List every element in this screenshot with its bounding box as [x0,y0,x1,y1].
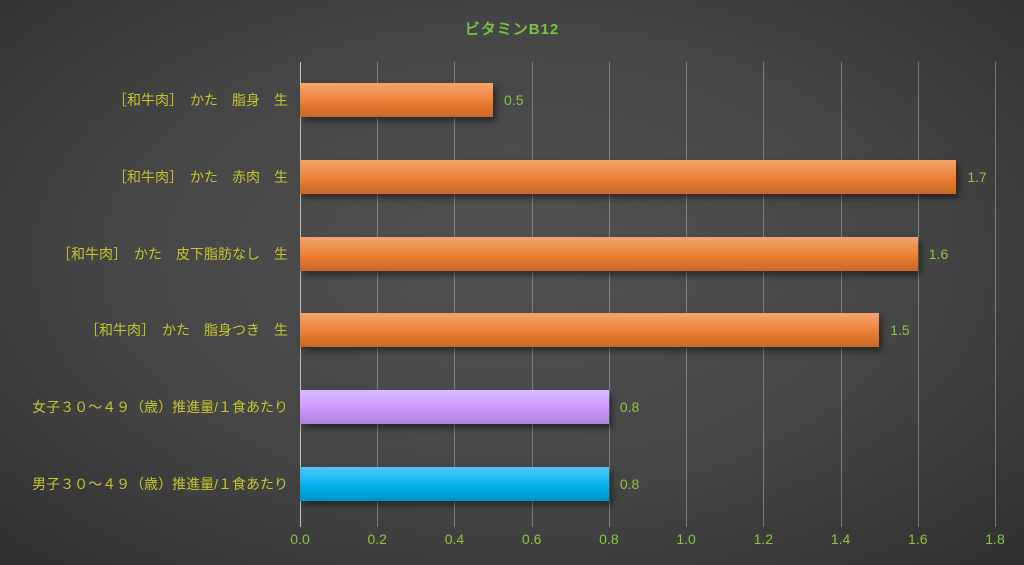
bar [300,313,880,348]
value-label: 1.5 [890,322,910,339]
x-tick-label: 1.2 [753,531,774,547]
bar [300,389,609,424]
chart-title: ビタミンB12 [464,21,560,38]
category-axis: ［和牛肉］ かた 脂身 生 ［和牛肉］ かた 赤肉 生 ［和牛肉］ かた 皮下脂肪な… [0,62,288,522]
bar-row: 0.8 [300,445,995,522]
bar [300,466,609,501]
bar-row: 0.8 [300,369,995,446]
gridline [454,62,456,527]
gridline [531,62,533,527]
category-label: ［和牛肉］ かた 赤肉 生 [113,169,288,185]
x-tick-label: 0.8 [599,531,619,547]
bar [300,236,918,271]
category-label: 女子３０～４９（歳）推進量/１食あたり [32,399,288,416]
tick-mark [608,522,610,527]
gridline [917,62,919,527]
gridline [840,62,842,527]
x-tick-label: 1.8 [985,531,1005,547]
bar-row: 1.5 [300,292,995,369]
y-axis-line [300,62,301,527]
x-tick-label: 0.6 [521,531,542,547]
tick-mark [686,522,688,527]
bar-row: 0.5 [300,62,995,139]
bar [300,83,494,118]
gridline [608,62,610,527]
tick-mark [763,522,765,527]
value-label: 0.8 [619,398,640,415]
x-tick-label: 1.4 [830,531,851,547]
tick-mark [995,522,996,527]
tick-mark [377,522,379,527]
x-tick-label: 0.2 [367,531,387,547]
tick-mark [917,522,919,527]
value-label: 0.5 [504,92,524,109]
x-tick-label: 1.0 [676,531,696,547]
category-label: ［和牛肉］ かた 脂身 生 [113,92,288,109]
tick-mark [300,522,301,527]
plot-area: 0.5 1.7 1.6 1.5 0.8 0.8 [300,62,996,527]
tick-mark [840,522,842,527]
x-tick-label: 1.6 [908,531,928,547]
value-label: 0.8 [619,475,640,492]
gridline [377,62,379,527]
x-tick-label: 0.4 [444,531,465,547]
tick-mark [531,522,533,527]
bar [300,159,957,194]
category-label: ［和牛肉］ かた 皮下脂肪なし 生 [57,245,288,262]
bar-row: 1.7 [300,139,995,216]
tick-mark [454,522,456,527]
x-tick-label: 0.0 [290,531,310,547]
gridline [995,62,996,527]
x-axis: 0.0 0.2 0.4 0.6 0.8 1.0 1.2 1.4 1.6 1.8 [290,531,1004,551]
value-label: 1.6 [928,245,949,262]
gridline [686,62,688,527]
value-label: 1.7 [967,168,987,185]
bar-row: 1.6 [300,215,995,292]
gridline [763,62,765,527]
category-label: ［和牛肉］ かた 脂身つき 生 [85,322,288,339]
category-label: 男子３０～４９（歳）推進量/１食あたり [32,475,288,492]
